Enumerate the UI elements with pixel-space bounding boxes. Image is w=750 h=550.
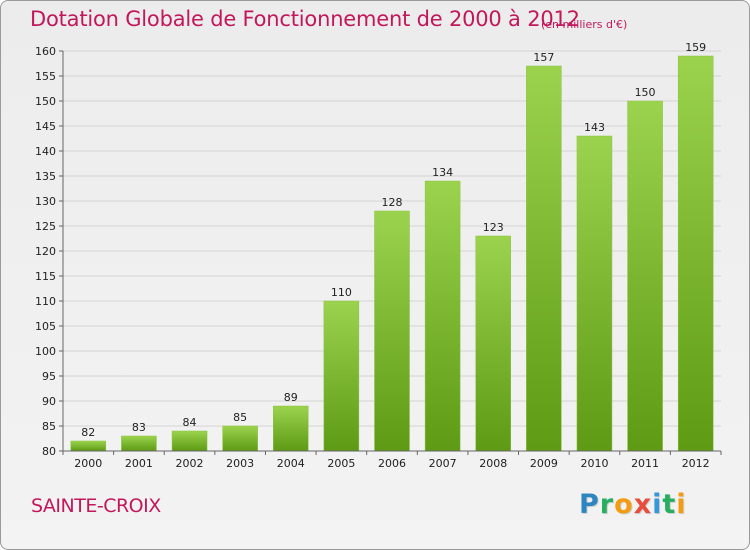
bar	[121, 435, 157, 452]
y-tick-label: 85	[42, 420, 56, 433]
x-tick-label: 2005	[327, 457, 355, 470]
x-tick-label: 2012	[682, 457, 710, 470]
y-tick-label: 90	[42, 395, 56, 408]
bar-value-label: 128	[382, 196, 403, 209]
bars: 82 83 84 85 89 110 128 134 123 157 143 150 159	[70, 41, 714, 452]
bar	[677, 55, 714, 452]
proxiti-logo: Proxiti	[579, 489, 687, 520]
bar	[222, 425, 258, 452]
y-axis: 80 85 90 95 100 105 110 115 120 125 130 135 140 145 15…	[35, 45, 64, 458]
bar-value-label: 110	[331, 286, 352, 299]
chart-title: Dotation Globale de Fonctionnement de 20…	[30, 7, 580, 31]
x-tick-label: 2004	[277, 457, 305, 470]
bar	[576, 135, 613, 452]
y-tick-label: 145	[35, 120, 56, 133]
bar	[70, 440, 107, 452]
y-tick-label: 80	[42, 445, 56, 458]
y-tick-label: 160	[35, 45, 56, 58]
x-tick-label: 2002	[176, 457, 204, 470]
y-tick-label: 100	[35, 345, 56, 358]
unit-note: (en milliers d'€)	[541, 18, 628, 31]
y-tick-label: 155	[35, 70, 56, 83]
x-tick-label: 2010	[580, 457, 608, 470]
y-tick-label: 105	[35, 320, 56, 333]
bar-value-label: 143	[584, 121, 605, 134]
bar	[273, 405, 309, 452]
bar	[475, 235, 511, 452]
bar-value-label: 157	[533, 51, 554, 64]
y-tick-label: 125	[35, 220, 56, 233]
bar-value-label: 123	[483, 221, 504, 234]
y-tick-label: 115	[35, 270, 56, 283]
bar-value-label: 134	[432, 166, 453, 179]
logo-letter: P	[579, 489, 600, 520]
bar	[627, 100, 663, 452]
logo-letter: x	[633, 489, 653, 520]
x-tick-label: 2000	[74, 457, 102, 470]
bar	[171, 430, 208, 452]
commune-name: SAINTE-CROIX	[31, 495, 161, 517]
bar	[323, 300, 360, 452]
logo-letter: t	[662, 489, 677, 520]
y-tick-label: 150	[35, 95, 56, 108]
bar	[526, 65, 562, 452]
bar-value-label: 150	[635, 86, 656, 99]
logo-letter: i	[676, 489, 687, 520]
y-tick-label: 135	[35, 170, 56, 183]
x-axis: 2000 2001 2002 2003 2004 2005 2006 2007 2008 2009…	[62, 450, 722, 470]
x-tick-label: 2008	[479, 457, 507, 470]
bar-value-label: 82	[81, 426, 95, 439]
y-tick-label: 120	[35, 245, 56, 258]
x-tick-label: 2006	[378, 457, 406, 470]
bar	[374, 210, 410, 452]
y-tick-label: 130	[35, 195, 56, 208]
y-tick-label: 110	[35, 295, 56, 308]
bar-value-label: 83	[132, 421, 146, 434]
y-tick-label: 140	[35, 145, 56, 158]
logo-letter: i	[652, 489, 663, 520]
bar-value-label: 159	[685, 41, 706, 54]
y-tick-label: 95	[42, 370, 56, 383]
x-tick-label: 2003	[226, 457, 254, 470]
bar-value-label: 85	[233, 411, 247, 424]
x-tick-label: 2009	[530, 457, 558, 470]
x-tick-label: 2007	[429, 457, 457, 470]
bar	[424, 180, 461, 452]
bar-value-label: 89	[284, 391, 298, 404]
logo-letter: r	[599, 489, 615, 520]
logo-letter: o	[614, 489, 634, 520]
bar-value-label: 84	[183, 416, 197, 429]
x-tick-label: 2001	[125, 457, 153, 470]
x-tick-label: 2011	[631, 457, 659, 470]
